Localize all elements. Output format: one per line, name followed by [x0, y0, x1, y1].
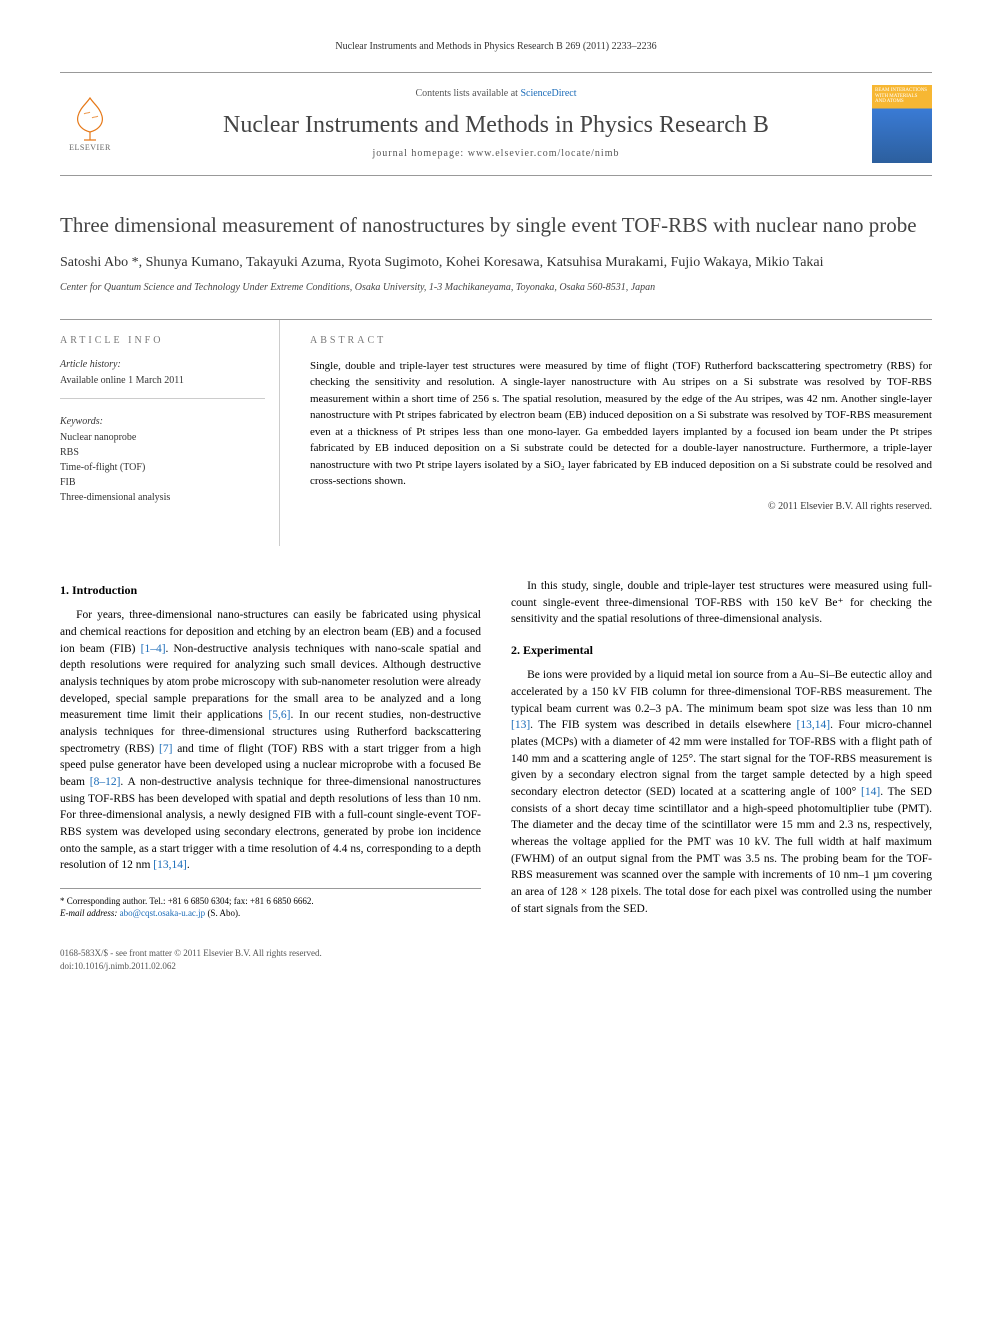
- info-abstract-row: ARTICLE INFO Article history: Available …: [60, 319, 932, 546]
- contents-available-line: Contents lists available at ScienceDirec…: [136, 87, 856, 101]
- section-heading-introduction: 1. Introduction: [60, 582, 481, 599]
- abstract-column: ABSTRACT Single, double and triple-layer…: [310, 320, 932, 546]
- history-value: Available online 1 March 2011: [60, 374, 265, 388]
- journal-homepage-line: journal homepage: www.elsevier.com/locat…: [136, 147, 856, 161]
- keywords-block: Keywords: Nuclear nanoprobe RBS Time-of-…: [60, 415, 265, 516]
- author-list: Satoshi Abo *, Shunya Kumano, Takayuki A…: [60, 253, 932, 273]
- section-heading-experimental: 2. Experimental: [511, 642, 932, 659]
- intro-paragraph-2: In this study, single, double and triple…: [511, 578, 932, 628]
- front-matter-line: 0168-583X/$ - see front matter © 2011 El…: [60, 947, 322, 960]
- email-suffix: (S. Abo).: [207, 908, 240, 918]
- masthead-center: Contents lists available at ScienceDirec…: [136, 87, 856, 161]
- elsevier-logo: ELSEVIER: [60, 89, 120, 159]
- corresponding-author-footnote: * Corresponding author. Tel.: +81 6 6850…: [60, 888, 481, 919]
- elsevier-label: ELSEVIER: [69, 142, 111, 153]
- abstract-label: ABSTRACT: [310, 334, 932, 348]
- keywords-list: Nuclear nanoprobe RBS Time-of-flight (TO…: [60, 431, 265, 505]
- sciencedirect-link[interactable]: ScienceDirect: [520, 88, 576, 99]
- article-title: Three dimensional measurement of nanostr…: [60, 212, 932, 239]
- article-body: 1. Introduction For years, three-dimensi…: [60, 578, 932, 919]
- footer-left: 0168-583X/$ - see front matter © 2011 El…: [60, 947, 322, 972]
- running-header-citation: Nuclear Instruments and Methods in Physi…: [60, 40, 932, 54]
- elsevier-tree-icon: [66, 94, 114, 142]
- corr-email-line: E-mail address: abo@cqst.osaka-u.ac.jp (…: [60, 907, 481, 919]
- history-label: Article history:: [60, 358, 265, 372]
- homepage-url: www.elsevier.com/locate/nimb: [468, 148, 620, 159]
- article-history-block: Article history: Available online 1 Marc…: [60, 358, 265, 399]
- page-footer: 0168-583X/$ - see front matter © 2011 El…: [60, 947, 932, 972]
- article-info-column: ARTICLE INFO Article history: Available …: [60, 320, 280, 546]
- journal-masthead: ELSEVIER Contents lists available at Sci…: [60, 72, 932, 176]
- keywords-label: Keywords:: [60, 415, 265, 429]
- homepage-prefix: journal homepage:: [373, 148, 468, 159]
- email-label: E-mail address:: [60, 908, 117, 918]
- article-info-label: ARTICLE INFO: [60, 334, 265, 348]
- keyword-item: Time-of-flight (TOF): [60, 461, 265, 475]
- intro-paragraph-1: For years, three-dimensional nano-struct…: [60, 607, 481, 874]
- doi-line: doi:10.1016/j.nimb.2011.02.062: [60, 960, 322, 973]
- affiliation: Center for Quantum Science and Technolog…: [60, 281, 932, 295]
- keyword-item: RBS: [60, 446, 265, 460]
- keyword-item: FIB: [60, 476, 265, 490]
- journal-name: Nuclear Instruments and Methods in Physi…: [136, 109, 856, 143]
- contents-prefix: Contents lists available at: [415, 88, 520, 99]
- journal-cover-thumbnail: BEAM INTERACTIONS WITH MATERIALS AND ATO…: [872, 85, 932, 163]
- experimental-paragraph-1: Be ions were provided by a liquid metal …: [511, 667, 932, 917]
- abstract-copyright: © 2011 Elsevier B.V. All rights reserved…: [310, 500, 932, 514]
- keyword-item: Nuclear nanoprobe: [60, 431, 265, 445]
- corr-email-link[interactable]: abo@cqst.osaka-u.ac.jp: [120, 908, 206, 918]
- abstract-text: Single, double and triple-layer test str…: [310, 358, 932, 490]
- corr-author-line: * Corresponding author. Tel.: +81 6 6850…: [60, 895, 481, 907]
- keyword-item: Three-dimensional analysis: [60, 491, 265, 505]
- cover-text: BEAM INTERACTIONS WITH MATERIALS AND ATO…: [875, 88, 929, 105]
